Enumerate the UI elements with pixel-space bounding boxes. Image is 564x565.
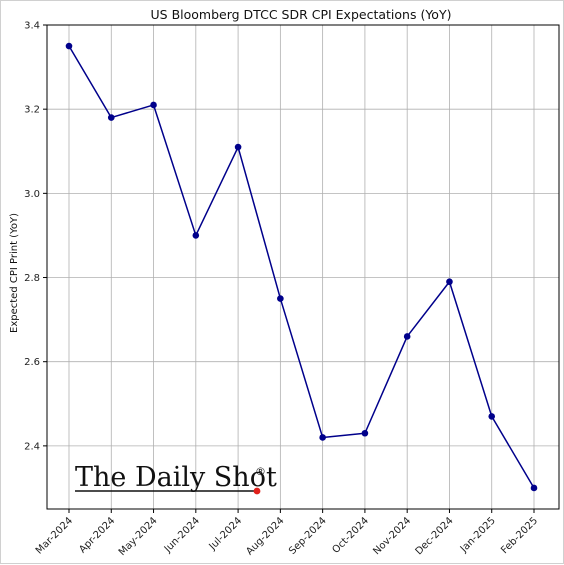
- series-layer: [65, 42, 538, 492]
- data-point: [277, 295, 284, 302]
- data-point: [192, 232, 200, 239]
- x-tick-label: May-2024: [117, 515, 160, 558]
- x-tick-label: Aug-2024: [244, 515, 286, 557]
- data-point: [361, 429, 369, 437]
- x-tick-label: Jul-2024: [207, 515, 245, 553]
- x-tick-label: Jan-2025: [458, 515, 498, 555]
- data-point: [530, 484, 538, 492]
- series-line: [68, 45, 535, 489]
- data-point: [107, 114, 115, 121]
- x-tick-label: Oct-2024: [330, 515, 371, 556]
- y-axis: 2.4 2.6 2.8 3.0 3.2 3.4: [24, 21, 47, 452]
- data-point: [319, 434, 326, 441]
- x-tick-label: Nov-2024: [371, 515, 413, 557]
- chart-title: US Bloomberg DTCC SDR CPI Expectations (…: [151, 7, 452, 22]
- watermark-logo: The Daily Shot ®: [75, 462, 277, 495]
- watermark-text: The Daily Shot: [75, 462, 277, 493]
- y-tick-label: 2.8: [24, 273, 40, 284]
- data-point: [65, 42, 73, 50]
- data-point: [403, 333, 411, 340]
- x-tick-label: Jun-2024: [162, 515, 202, 555]
- plot-area: [46, 24, 560, 510]
- x-tick-label: Feb-2025: [499, 515, 540, 556]
- y-tick-label: 3.4: [24, 21, 40, 32]
- x-tick-label: Dec-2024: [414, 515, 456, 557]
- x-tick-label: Sep-2024: [287, 515, 329, 557]
- x-tick-label: Mar-2024: [34, 515, 75, 556]
- x-axis: Mar-2024 Apr-2024 May-2024 Jun-2024 Jul-2024…: [34, 509, 540, 558]
- y-tick-label: 3.0: [24, 189, 40, 200]
- watermark-registered-mark: ®: [255, 465, 266, 478]
- x-tick-label: Apr-2024: [77, 515, 117, 555]
- y-tick-label: 3.2: [24, 105, 40, 116]
- data-point: [488, 413, 496, 420]
- data-point: [446, 278, 453, 286]
- y-tick-label: 2.4: [24, 441, 40, 452]
- y-axis-label: Expected CPI Print (YoY): [9, 213, 20, 333]
- data-point: [234, 143, 242, 151]
- y-tick-label: 2.6: [24, 357, 40, 368]
- grid-lines: [47, 24, 559, 509]
- watermark-red-dot: [253, 487, 261, 495]
- data-point: [150, 101, 157, 109]
